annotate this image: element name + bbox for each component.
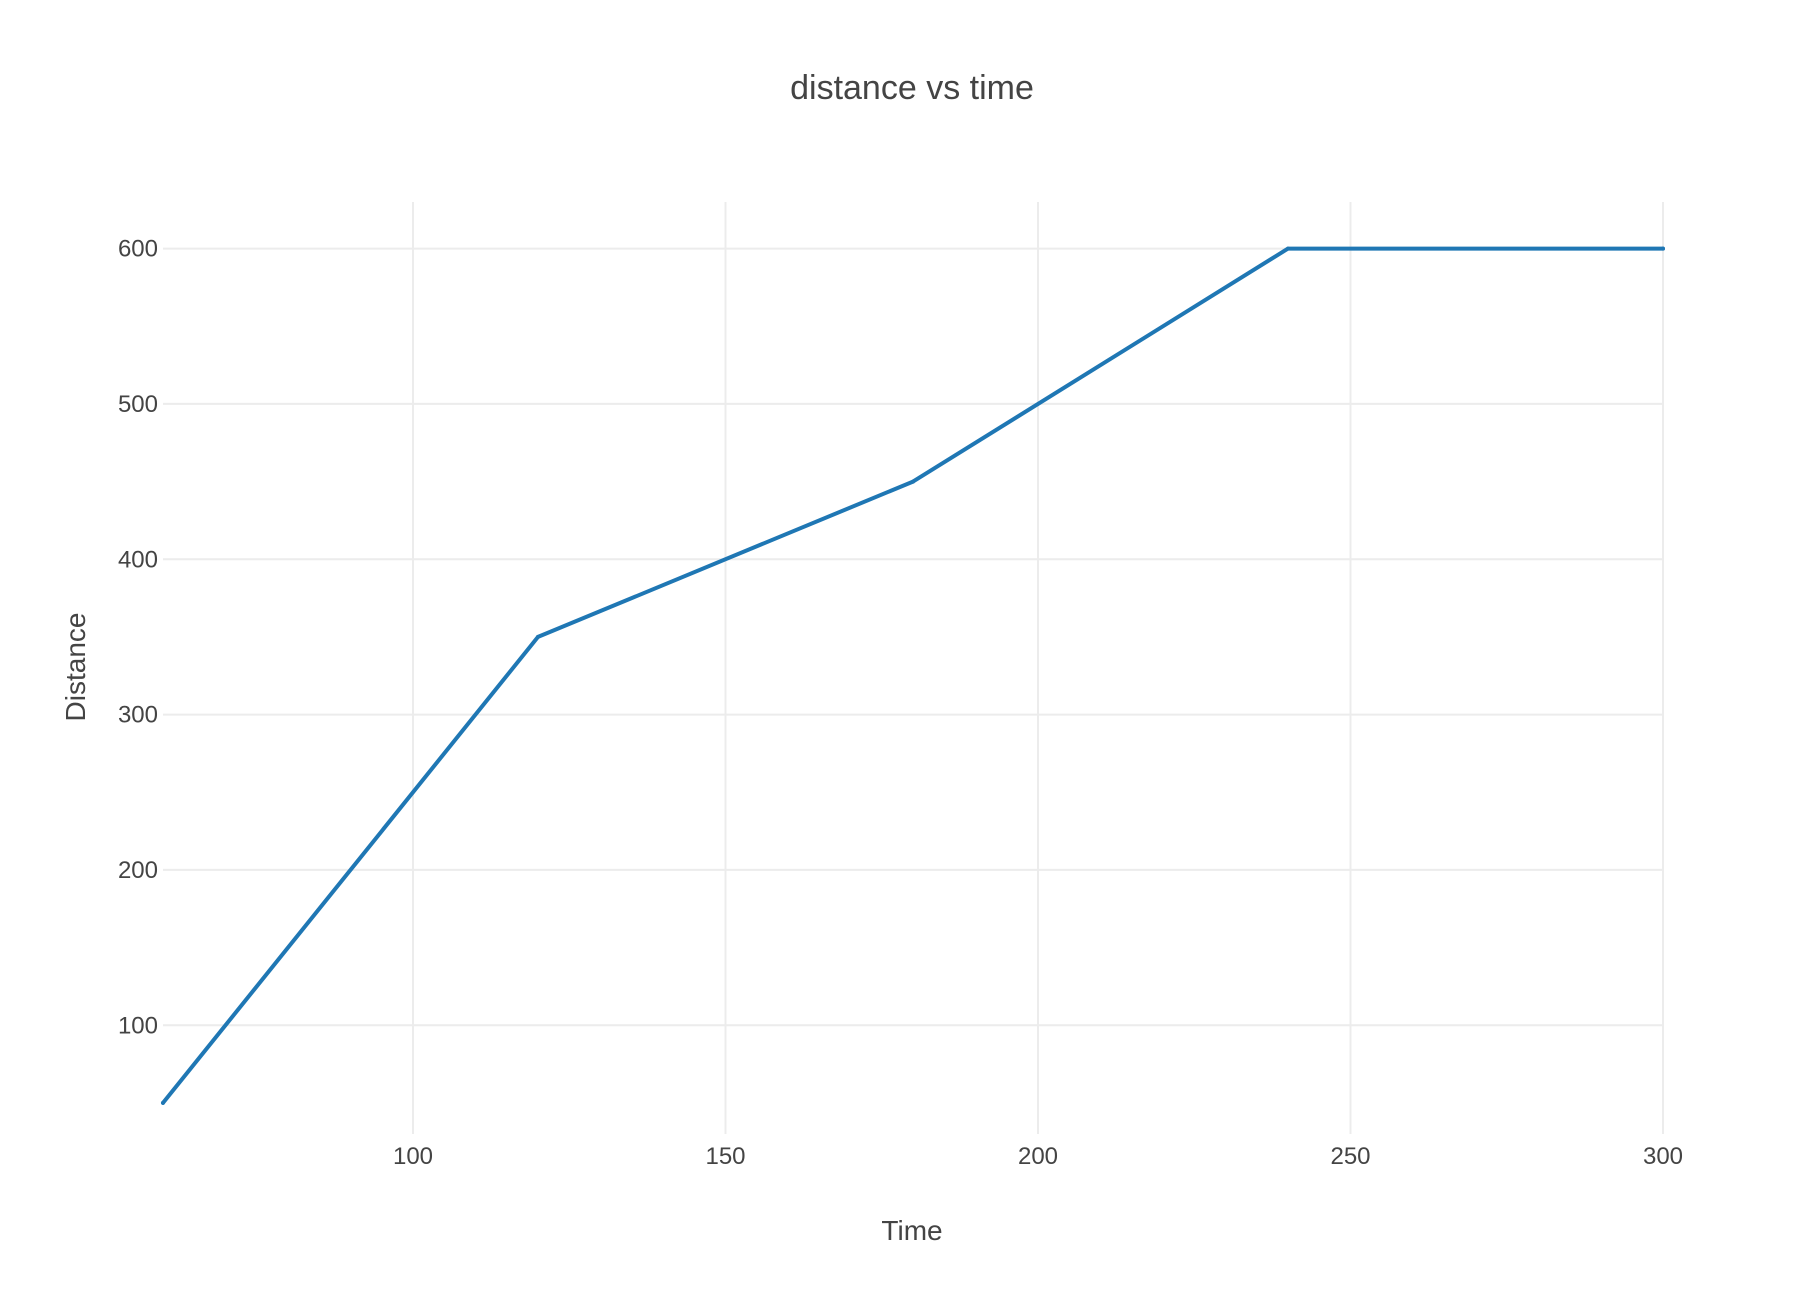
series-layer [161,246,1665,1105]
y-tick-label: 200 [118,857,158,884]
data-point [1661,246,1665,251]
tick-labels: 100 200 300 400 500 600 100 150 200 250 300 [118,236,1683,1170]
y-axis-label: Distance [60,613,91,722]
y-tick-label: 400 [118,546,158,573]
x-tick-label: 200 [1018,1143,1058,1170]
data-point [911,479,915,484]
y-tick-label: 600 [118,236,158,263]
data-point [1286,246,1290,251]
x-tick-label: 150 [705,1143,745,1170]
data-point [536,634,540,639]
y-tick-label: 500 [118,391,158,418]
y-tick-label: 300 [118,702,158,729]
data-point [161,1100,165,1105]
chart-title: distance vs time [790,69,1034,107]
x-tick-label: 100 [393,1143,433,1170]
x-tick-label: 300 [1643,1143,1683,1170]
x-tick-label: 250 [1330,1143,1370,1170]
grid-lines [163,202,1664,1134]
series-line [161,246,1665,1105]
x-axis-label: Time [881,1215,942,1246]
y-tick-label: 100 [118,1012,158,1039]
